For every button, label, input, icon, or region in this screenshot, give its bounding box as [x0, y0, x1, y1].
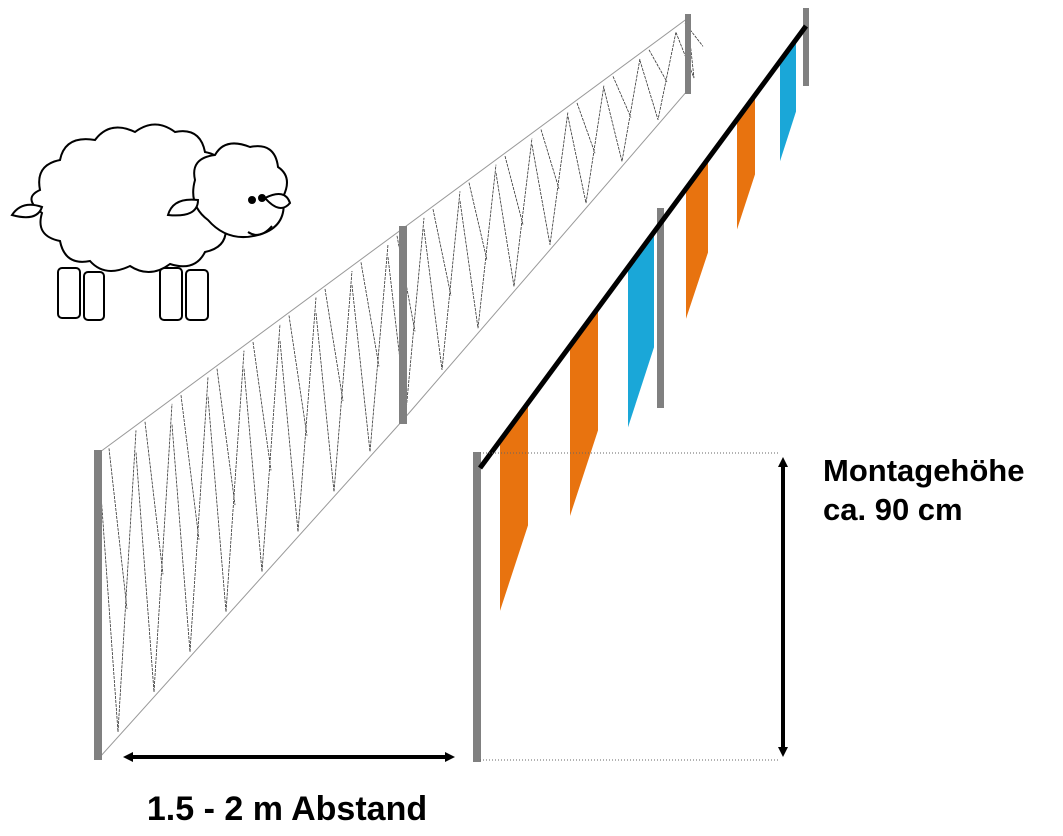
post: [473, 452, 481, 762]
flag: [737, 95, 755, 230]
post: [803, 8, 809, 86]
flag: [686, 158, 708, 319]
height-value: ca. 90 cm: [823, 492, 963, 527]
post: [94, 450, 102, 760]
net-hatch: [99, 22, 704, 733]
flag: [500, 402, 528, 611]
tape-line: [477, 24, 809, 470]
post: [399, 226, 407, 424]
flag: [780, 39, 796, 162]
post: [657, 208, 664, 408]
flag: [628, 232, 654, 428]
flag-tape: [500, 39, 796, 611]
height-title: Montagehöhe: [823, 453, 1025, 488]
post: [685, 14, 691, 94]
flag: [570, 308, 598, 516]
sheep: [10, 123, 292, 321]
distance-label: 1.5 - 2 m Abstand: [147, 790, 427, 828]
